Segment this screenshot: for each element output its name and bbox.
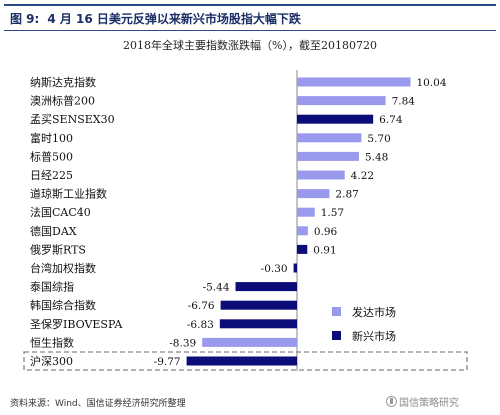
legend-swatch [332,307,341,316]
data-label: -8.39 [169,337,196,349]
data-label: 0.91 [313,244,336,256]
data-label: 1.57 [321,207,344,219]
legend-label: 新兴市场 [352,329,396,343]
bar [297,114,374,124]
data-label: -6.76 [188,300,215,312]
data-label: 5.48 [365,151,388,163]
bar [297,226,308,236]
data-label: -9.77 [154,356,181,368]
legend-swatch [332,331,341,340]
data-label: -6.83 [187,319,214,331]
highlight-box [23,351,468,371]
bar [235,282,297,292]
bar [219,319,297,329]
bar [202,337,297,347]
category-label: 纳斯达克指数 [30,75,96,89]
data-label: 0.96 [314,226,338,238]
data-label: 4.22 [351,170,374,182]
data-label: 2.87 [335,189,358,201]
category-label: 日经225 [30,169,73,182]
chart-title: 2018年全球主要指数涨跌幅（%），截至20180720 [123,39,377,52]
data-label: 7.84 [392,96,416,108]
figure-label: 图 9: [10,11,40,26]
watermark: 国信策略研究 [386,394,459,409]
category-label: 圣保罗IBOVESPA [30,317,123,331]
bar [220,300,297,310]
category-label: 澳洲标普200 [30,94,95,108]
category-label: 富时100 [30,131,73,145]
bar [297,244,308,254]
data-label: 6.74 [379,114,403,126]
watermark-text: 国信策略研究 [399,398,459,409]
header-rule [4,4,496,6]
bar [186,356,297,366]
category-label: 道琼斯工业指数 [30,187,107,201]
data-label: -5.44 [203,282,230,294]
category-label: 法国CAC40 [30,205,91,219]
data-label: -0.30 [261,263,288,275]
category-label: 沪深300 [30,354,73,368]
watermark-logo-icon [386,396,397,407]
figure-header: 图 9: 4 月 16 日美元反弹以来新兴市场股指大幅下跌 [4,6,496,31]
category-label: 标普500 [30,149,73,163]
source-note: 资料来源：Wind、国信证券经济研究所整理 [10,399,186,409]
bar [297,189,330,199]
bar [297,133,362,143]
bar [293,263,297,273]
bar [297,77,411,87]
category-label: 德国DAX [30,224,77,238]
category-label: 孟买SENSEX30 [30,113,115,126]
bar [297,207,315,217]
bar [297,170,345,180]
category-label: 台湾加权指数 [30,261,96,275]
category-label: 俄罗斯RTS [30,243,86,256]
category-label: 韩国综合指数 [30,298,96,312]
legend-label: 发达市场 [352,305,396,319]
category-label: 恒生指数 [30,335,74,349]
data-label: 10.04 [416,77,446,89]
category-label: 泰国综指 [30,280,74,294]
bar [297,151,359,161]
bar [297,96,386,106]
data-label: 5.70 [367,133,390,145]
figure-title: 4 月 16 日美元反弹以来新兴市场股指大幅下跌 [47,11,301,26]
